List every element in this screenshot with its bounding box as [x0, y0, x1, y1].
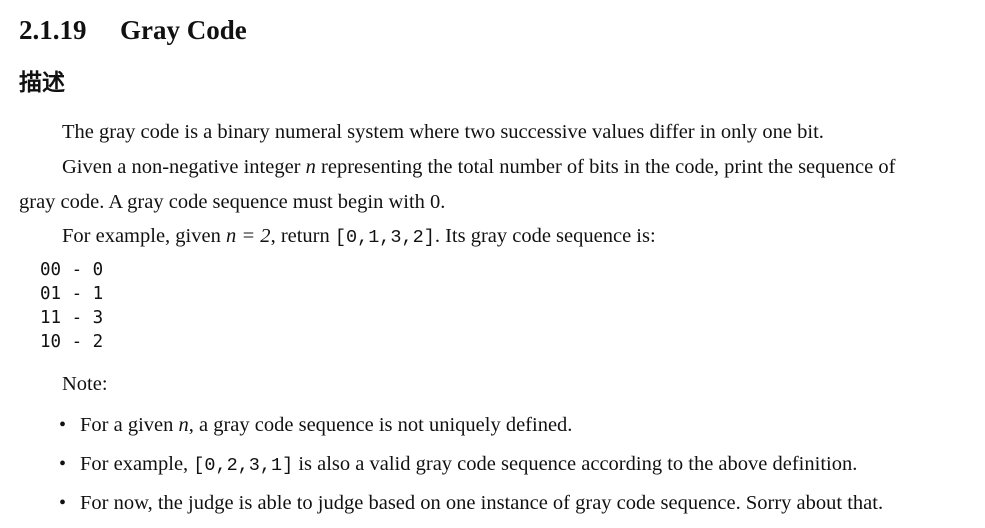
- text-fragment: representing the total number of bits in…: [315, 156, 896, 178]
- text-fragment: . Its gray code sequence is:: [434, 225, 656, 247]
- code-line: 00 - 0: [40, 260, 104, 280]
- text-fragment: For example,: [80, 453, 194, 475]
- paragraph-example: For example, given n = 2, return [0,1,3,…: [62, 222, 656, 252]
- list-item: For now, the judge is able to judge base…: [59, 489, 883, 528]
- text-fragment: Given a non-negative integer: [62, 156, 306, 178]
- inline-code: [0,1,3,2]: [334, 227, 435, 248]
- list-item: For a given n, a gray code sequence is n…: [59, 411, 883, 450]
- code-line: 10 - 2: [40, 332, 104, 352]
- code-block: 00 - 0 01 - 1 11 - 3 10 - 2: [40, 258, 103, 354]
- math-n: n: [305, 156, 316, 178]
- text-fragment: For a given: [80, 414, 179, 436]
- list-item: For example, [0,2,3,1] is also a valid g…: [59, 450, 883, 489]
- text-fragment: For example, given: [62, 225, 226, 247]
- section-title: Gray Code: [120, 15, 247, 45]
- text-fragment: is also a valid gray code sequence accor…: [293, 453, 858, 475]
- notes-list: For a given n, a gray code sequence is n…: [59, 411, 883, 528]
- math-n: n: [178, 414, 189, 436]
- note-label: Note:: [62, 373, 108, 395]
- inline-code: [0,2,3,1]: [193, 455, 294, 476]
- section-number: 2.1.19: [19, 15, 87, 45]
- code-line: 11 - 3: [40, 308, 104, 328]
- text-fragment: , return: [270, 225, 335, 247]
- math-equation: n = 2: [225, 225, 271, 247]
- paragraph-definition: The gray code is a binary numeral system…: [62, 121, 824, 143]
- section-heading: 2.1.19 Gray Code: [19, 12, 247, 48]
- paragraph-task-line1: Given a non-negative integer n represent…: [62, 153, 895, 181]
- text-fragment: , a gray code sequence is not uniquely d…: [188, 414, 573, 436]
- paragraph-task-line2: gray code. A gray code sequence must beg…: [19, 191, 446, 213]
- text-fragment: For now, the judge is able to judge base…: [80, 492, 884, 514]
- description-heading: 描述: [19, 70, 65, 96]
- code-line: 01 - 1: [40, 284, 104, 304]
